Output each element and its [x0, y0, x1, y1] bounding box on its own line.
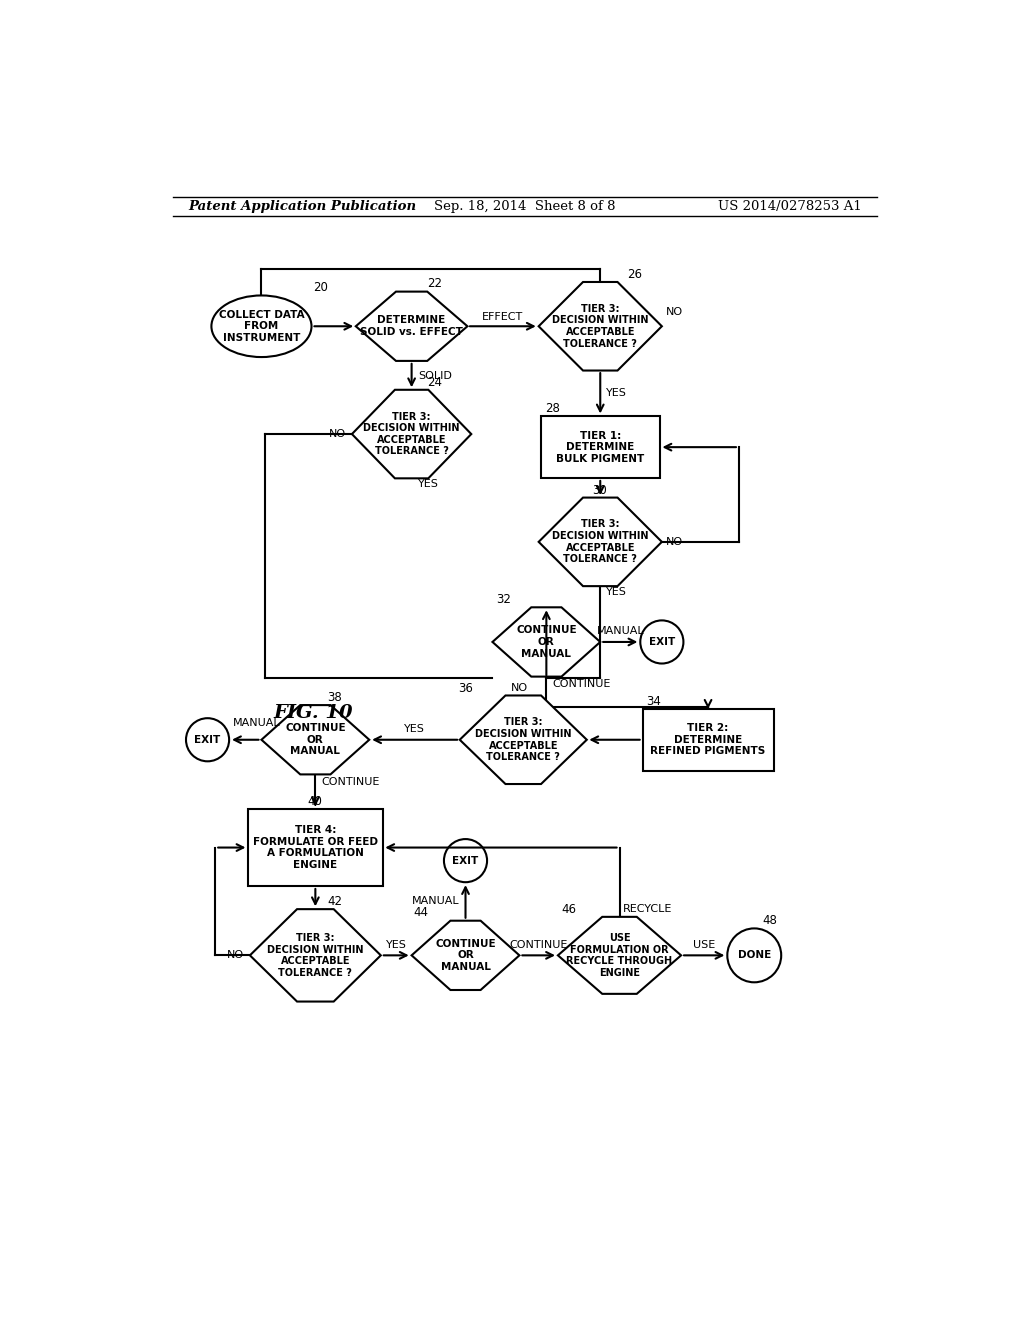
Bar	[541, 416, 659, 478]
Text: 32: 32	[497, 593, 511, 606]
Polygon shape	[558, 917, 681, 994]
Text: 22: 22	[427, 277, 442, 290]
Bar	[643, 709, 773, 771]
Circle shape	[186, 718, 229, 762]
Text: FIG. 10: FIG. 10	[273, 704, 352, 722]
Text: TIER 3:
DECISION WITHIN
ACCEPTABLE
TOLERANCE ?: TIER 3: DECISION WITHIN ACCEPTABLE TOLER…	[552, 304, 648, 348]
Text: TIER 4:
FORMULATE OR FEED
A FORMULATION
ENGINE: TIER 4: FORMULATE OR FEED A FORMULATION …	[253, 825, 378, 870]
Ellipse shape	[211, 296, 311, 358]
Text: TIER 3:
DECISION WITHIN
ACCEPTABLE
TOLERANCE ?: TIER 3: DECISION WITHIN ACCEPTABLE TOLER…	[364, 412, 460, 457]
Text: Sep. 18, 2014  Sheet 8 of 8: Sep. 18, 2014 Sheet 8 of 8	[434, 199, 615, 213]
Text: YES: YES	[606, 587, 628, 597]
Circle shape	[727, 928, 781, 982]
Text: 42: 42	[327, 895, 342, 908]
Text: 30: 30	[593, 483, 607, 496]
Text: CONTINUE
OR
MANUAL: CONTINUE OR MANUAL	[435, 939, 496, 972]
Text: NO: NO	[666, 537, 683, 546]
Text: 48: 48	[762, 915, 777, 927]
Text: 34: 34	[646, 694, 662, 708]
Text: YES: YES	[386, 940, 407, 949]
Text: TIER 1:
DETERMINE
BULK PIGMENT: TIER 1: DETERMINE BULK PIGMENT	[556, 430, 644, 463]
Text: EXIT: EXIT	[649, 638, 675, 647]
Text: DETERMINE
SOLID vs. EFFECT: DETERMINE SOLID vs. EFFECT	[360, 315, 463, 337]
Text: TIER 3:
DECISION WITHIN
ACCEPTABLE
TOLERANCE ?: TIER 3: DECISION WITHIN ACCEPTABLE TOLER…	[267, 933, 364, 978]
Circle shape	[640, 620, 683, 664]
Polygon shape	[493, 607, 600, 677]
Polygon shape	[352, 389, 471, 478]
Polygon shape	[261, 705, 370, 775]
Text: YES: YES	[418, 479, 438, 490]
Text: 28: 28	[545, 403, 560, 416]
Text: Patent Application Publication: Patent Application Publication	[188, 199, 417, 213]
Text: CONTINUE: CONTINUE	[322, 777, 380, 787]
Text: 44: 44	[413, 907, 428, 920]
Text: CONTINUE
OR
MANUAL: CONTINUE OR MANUAL	[516, 626, 577, 659]
Text: YES: YES	[606, 388, 628, 399]
Polygon shape	[412, 921, 519, 990]
Text: 24: 24	[427, 376, 442, 389]
Text: 26: 26	[628, 268, 642, 281]
Text: SOLID: SOLID	[418, 371, 452, 380]
Text: 40: 40	[307, 795, 323, 808]
Text: 36: 36	[459, 681, 473, 694]
Text: NO: NO	[329, 429, 346, 440]
Text: TIER 3:
DECISION WITHIN
ACCEPTABLE
TOLERANCE ?: TIER 3: DECISION WITHIN ACCEPTABLE TOLER…	[552, 520, 648, 564]
Text: YES: YES	[404, 723, 425, 734]
Text: EFFECT: EFFECT	[482, 312, 523, 322]
Text: US 2014/0278253 A1: US 2014/0278253 A1	[718, 199, 862, 213]
Text: USE: USE	[693, 940, 716, 949]
Text: TIER 3:
DECISION WITHIN
ACCEPTABLE
TOLERANCE ?: TIER 3: DECISION WITHIN ACCEPTABLE TOLER…	[475, 717, 571, 762]
Text: TIER 2:
DETERMINE
REFINED PIGMENTS: TIER 2: DETERMINE REFINED PIGMENTS	[650, 723, 766, 756]
Polygon shape	[539, 498, 662, 586]
Polygon shape	[539, 282, 662, 371]
Text: MANUAL: MANUAL	[596, 626, 644, 636]
Text: EXIT: EXIT	[195, 735, 221, 744]
Text: NO: NO	[511, 684, 528, 693]
Text: MANUAL: MANUAL	[233, 718, 281, 727]
Circle shape	[444, 840, 487, 882]
Text: NO: NO	[666, 308, 683, 317]
Text: USE
FORMULATION OR
RECYCLE THROUGH
ENGINE: USE FORMULATION OR RECYCLE THROUGH ENGIN…	[566, 933, 673, 978]
Text: MANUAL: MANUAL	[412, 896, 460, 907]
Text: CONTINUE: CONTINUE	[510, 940, 568, 949]
Text: EXIT: EXIT	[453, 855, 478, 866]
Bar	[248, 809, 383, 886]
Text: NO: NO	[226, 950, 244, 961]
Text: 38: 38	[327, 690, 342, 704]
Text: 20: 20	[313, 281, 328, 294]
Polygon shape	[355, 292, 467, 360]
Text: RECYCLE: RECYCLE	[624, 904, 673, 915]
Polygon shape	[250, 909, 381, 1002]
Text: CONTINUE
OR
MANUAL: CONTINUE OR MANUAL	[285, 723, 346, 756]
Text: CONTINUE: CONTINUE	[553, 680, 611, 689]
Polygon shape	[460, 696, 587, 784]
Text: 46: 46	[562, 903, 577, 916]
Text: DONE: DONE	[737, 950, 771, 961]
Text: COLLECT DATA
FROM
INSTRUMENT: COLLECT DATA FROM INSTRUMENT	[219, 310, 304, 343]
